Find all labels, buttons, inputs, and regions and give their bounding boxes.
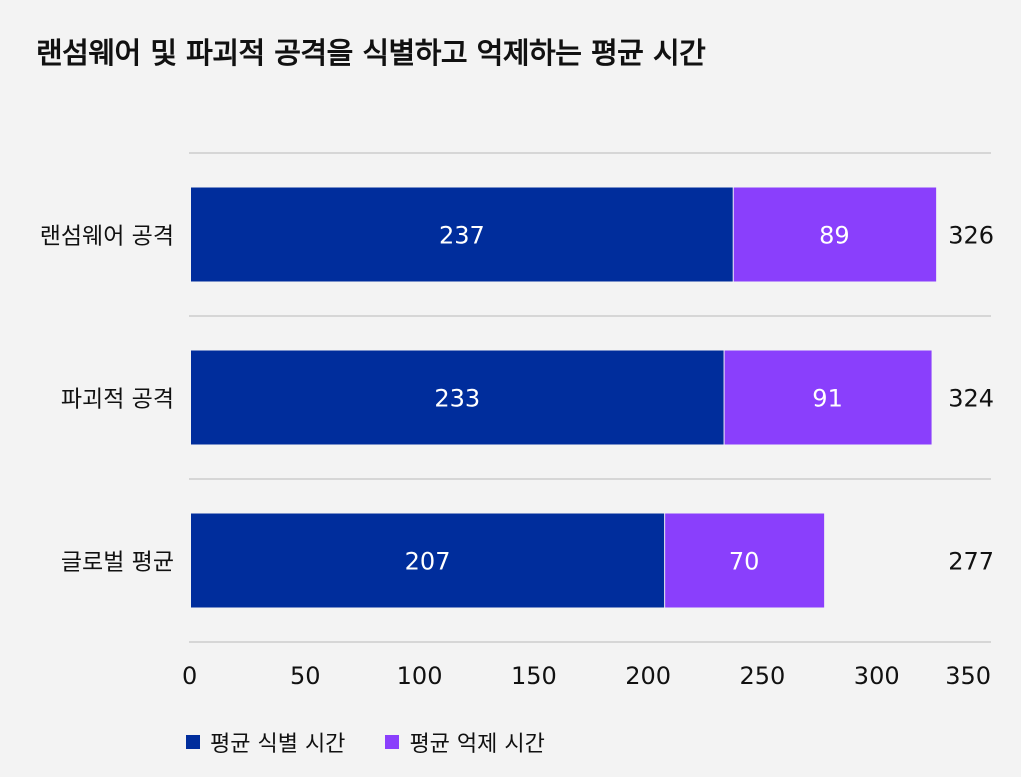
category-label: 파괴적 공격 xyxy=(61,387,174,413)
x-tick-label: 50 xyxy=(290,662,321,690)
bar-segment xyxy=(665,513,825,608)
bar-value-label: 91 xyxy=(812,385,843,413)
category-label: 글로벌 평균 xyxy=(61,550,174,576)
bar-segment xyxy=(724,350,932,445)
legend-label-contain: 평균 억제 시간 xyxy=(409,732,545,757)
total-label: 324 xyxy=(948,385,994,413)
total-label: 277 xyxy=(948,548,994,576)
bar-value-label: 207 xyxy=(405,548,451,576)
bar-value-label: 70 xyxy=(729,548,760,576)
total-label: 326 xyxy=(948,222,994,250)
chart-legend: 평균 식별 시간 평균 억제 시간 xyxy=(186,726,585,758)
bar-segment xyxy=(191,350,724,445)
legend-item-contain: 평균 억제 시간 xyxy=(385,726,545,758)
bar-value-label: 89 xyxy=(819,222,850,250)
x-tick-label: 300 xyxy=(854,662,900,690)
bar-value-label: 233 xyxy=(434,385,480,413)
bar-segment xyxy=(191,513,665,608)
x-tick-label: 200 xyxy=(625,662,671,690)
legend-label-identify: 평균 식별 시간 xyxy=(210,732,346,757)
x-tick-label: 250 xyxy=(740,662,786,690)
x-tick-label: 150 xyxy=(511,662,557,690)
category-label: 랜섬웨어 공격 xyxy=(40,224,174,250)
bar-segment xyxy=(191,187,733,282)
bar-value-label: 237 xyxy=(439,222,485,250)
legend-swatch-identify xyxy=(186,735,200,749)
bar-segment xyxy=(733,187,937,282)
x-tick-label: 0 xyxy=(182,662,197,690)
chart-plot: 237 89 랜섬웨어 공격 326 233 91 파괴적 공격 324 207 70 글로벌 평균… xyxy=(40,152,994,690)
chart-title: 랜섬웨어 및 파괴적 공격을 식별하고 억제하는 평균 시간 xyxy=(36,36,706,70)
legend-swatch-contain xyxy=(385,735,400,749)
x-tick-label: 100 xyxy=(397,662,443,690)
x-tick-label: 350 xyxy=(945,662,991,690)
legend-item-identify: 평균 식별 시간 xyxy=(186,726,345,758)
